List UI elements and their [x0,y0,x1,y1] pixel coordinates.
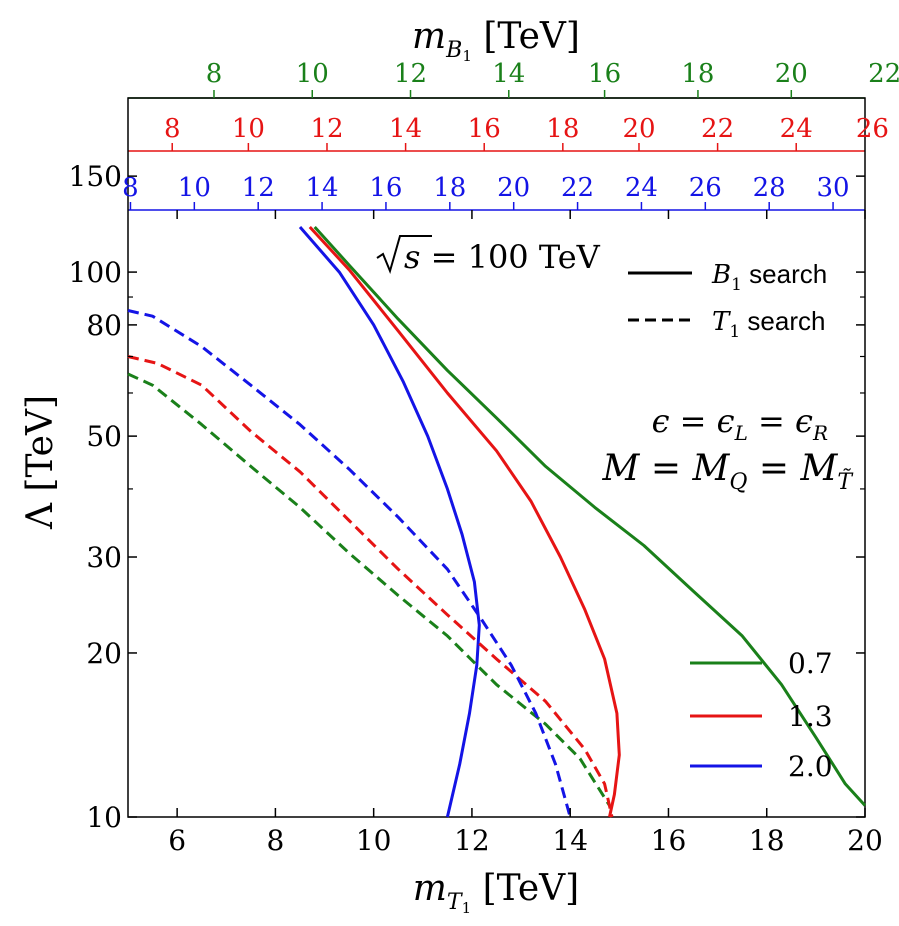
top-axis-tick-label-2-5: 18 [433,173,466,203]
series-T_1-2.0 [127,309,572,818]
top-axis-tick-label-2-0: 8 [122,173,139,203]
top-axis-tick-label-1-1: 10 [232,114,265,144]
x-tick-label-6: 6 [168,824,186,857]
y-tick-label-30: 30 [86,541,122,574]
sqrt-sign [376,235,432,275]
top-axis-tick-label-2-6: 20 [497,173,530,203]
top-axis-tick-label-0-5: 18 [681,59,714,89]
top-axis-tick-label-1-8: 24 [780,114,813,144]
y-axis-label: Λ [TeV] [20,395,61,530]
color-legend-label-0: 0.7 [788,647,833,680]
top-axis-tick-label-1-5: 18 [546,114,579,144]
top-axis-tick-label-0-6: 20 [775,59,808,89]
y-tick-label-10: 10 [86,801,122,834]
svg-text:s = 100 TeV: s = 100 TeV [404,238,601,276]
x-tick-label-12: 12 [454,824,490,857]
top-axis-tick-label-1-2: 12 [310,114,343,144]
top-axis-tick-label-0-7: 22 [868,59,899,89]
y-tick-label-80: 80 [86,309,122,342]
top-axis-tick-label-1-0: 8 [164,114,181,144]
x-tick-label-20: 20 [847,824,883,857]
top-axis-tick-label-1-3: 14 [389,114,422,144]
top-axis-tick-label-0-4: 16 [588,59,621,89]
series-B_1-1.3 [308,225,621,818]
series-T_1-1.3 [127,355,614,818]
series-layer [127,225,867,818]
top-axis-tick-label-1-7: 22 [701,114,734,144]
series-B_1-0.7 [313,225,867,807]
x-tick-label-10: 10 [356,824,392,857]
color-legend-label-2: 2.0 [788,750,833,783]
style-legend-label-0: B1 search [711,259,827,295]
top-axis-tick-label-2-8: 24 [625,173,658,203]
top-axis-tick-label-0-3: 14 [492,59,525,89]
top-axis-tick-label-1-6: 20 [622,114,655,144]
top-axis-tick-label-2-9: 26 [689,173,722,203]
y-tick-label-20: 20 [86,637,122,670]
x-tick-label-16: 16 [651,824,687,857]
top-axis-tick-label-2-2: 12 [242,173,275,203]
color-legend: 0.7 1.3 2.0 [690,647,833,783]
x-tick-label-8: 8 [266,824,284,857]
y-tick-label-100: 100 [69,256,122,289]
energy-annotation: s = 100 TeV [376,235,601,276]
top-axis-tick-label-0-0: 8 [206,59,223,89]
top-axis-tick-label-0-2: 12 [394,59,427,89]
ticks-layer: 8 10 12 14 16 18 20 228 10 12 14 16 18 20 22 24 268 10 12 1… [69,59,899,857]
y-tick-label-50: 50 [86,420,122,453]
color-legend-label-1: 1.3 [788,700,833,733]
series-B_1-2.0 [298,226,481,818]
top-axis-tick-label-1-9: 26 [856,114,889,144]
top-axis-tick-label-2-3: 14 [306,173,339,203]
top-axis-tick-label-2-11: 30 [817,173,850,203]
eps-relation: ϵ = ϵL = ϵR [652,402,828,445]
top-axis-tick-label-2-10: 28 [753,173,786,203]
x-tick-label-14: 14 [552,824,588,857]
top-axis-tick-label-2-1: 10 [178,173,211,203]
series-T_1-0.7 [127,372,611,807]
top-axis-tick-label-0-1: 10 [296,59,329,89]
x-tick-label-18: 18 [749,824,785,857]
x-axis-label: mT1 [TeV] [413,868,579,917]
top-axis-label: mB1 [TeV] [412,16,580,65]
style-legend: B1 search T1 search [628,259,827,342]
style-legend-label-1: T1 search [712,306,825,342]
top-axis-tick-label-1-4: 16 [468,114,501,144]
top-axis-tick-label-2-4: 16 [369,173,402,203]
top-axis-tick-label-2-7: 22 [561,173,594,203]
y-tick-label-150: 150 [69,160,122,193]
plot-frame [127,97,866,818]
mass-relation: M = MQ = MT̃ [602,448,855,495]
